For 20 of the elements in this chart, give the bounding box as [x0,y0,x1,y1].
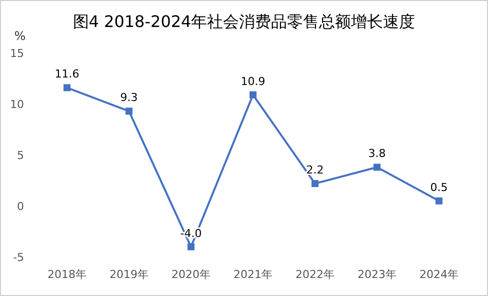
title: 图4 2018-2024年社会消费品零售总额增长速度 [72,12,416,31]
data-label: 2.2 [306,164,324,177]
xtick: 2022年 [296,268,334,281]
ytick: 15 [10,47,24,60]
xtick: 2021年 [234,268,272,281]
xtick: 2020年 [172,268,210,281]
xtick: 2018年 [48,268,86,281]
data-label: 3.8 [368,147,386,160]
data-label: 11.6 [54,68,80,81]
data-label: 10.9 [240,74,266,88]
ylabel: % [14,29,26,43]
xtick: 2023年 [358,268,396,281]
xtick: 2024年 [420,268,458,281]
data-label: 9.3 [120,91,138,104]
ytick: 10 [10,98,24,111]
data-label: 0.5 [430,180,448,194]
ytick: 5 [17,149,24,162]
ytick: -5 [13,251,24,264]
ytick: 0 [17,200,24,213]
xtick: 2019年 [110,268,148,281]
